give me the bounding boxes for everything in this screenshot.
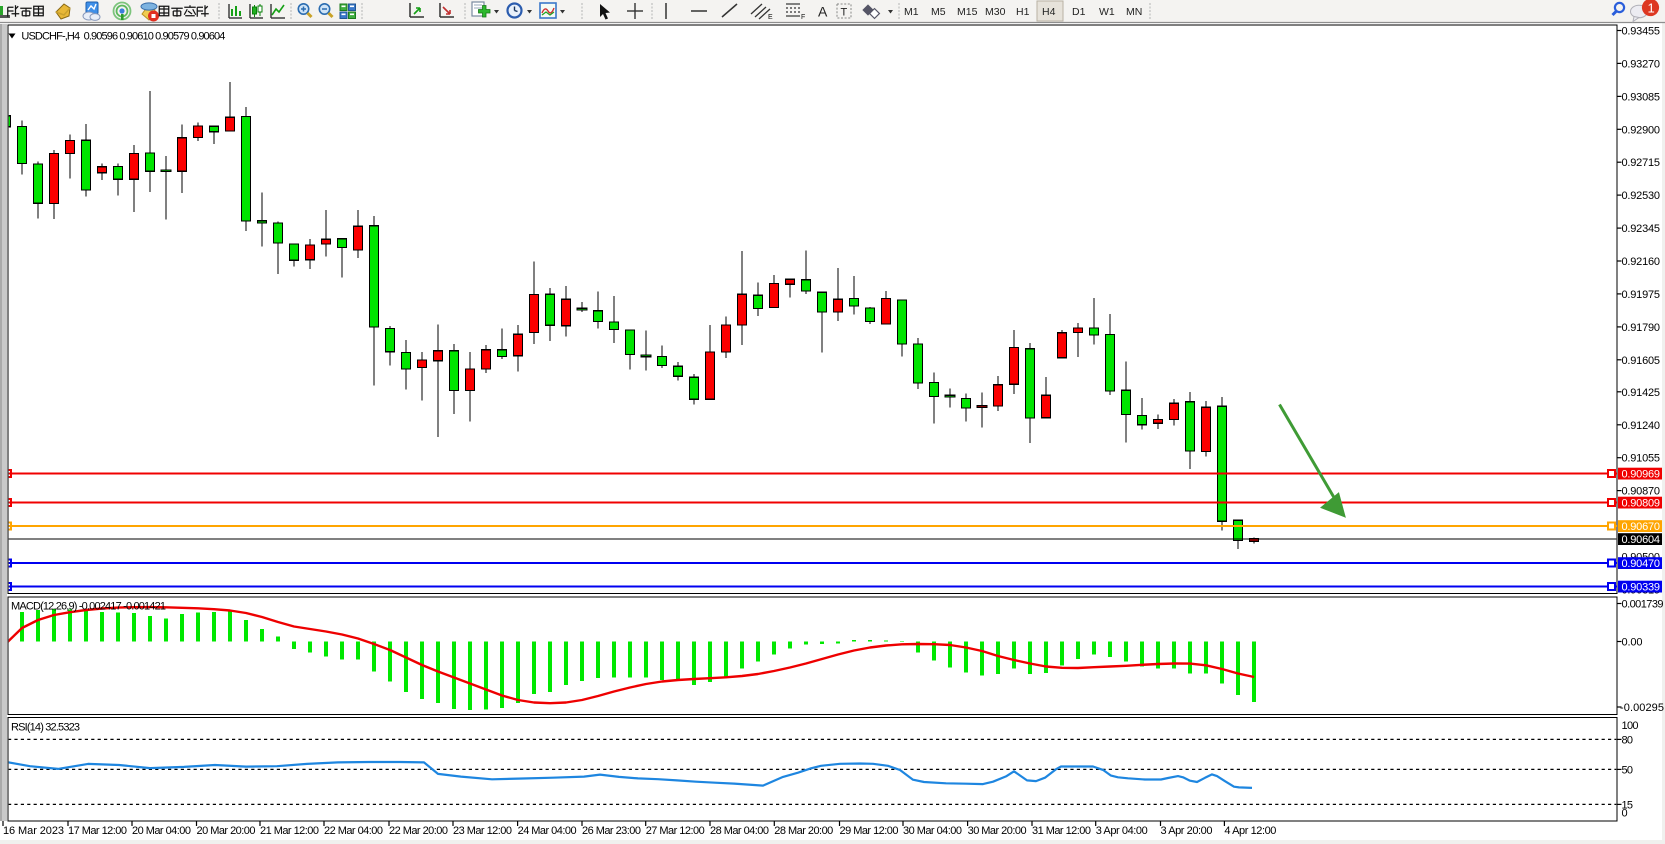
svg-text:0.92345: 0.92345 [1622, 223, 1661, 235]
svg-text:0.93085: 0.93085 [1622, 91, 1661, 103]
svg-text:A: A [818, 4, 828, 20]
svg-text:3 Apr 04:00: 3 Apr 04:00 [1096, 825, 1148, 837]
svg-text:30 Mar 04:00: 30 Mar 04:00 [903, 825, 962, 837]
svg-text:0.001739: 0.001739 [1622, 599, 1664, 611]
svg-text:0.91975: 0.91975 [1622, 289, 1661, 301]
svg-text:0.93270: 0.93270 [1622, 58, 1661, 70]
svg-text:0.92715: 0.92715 [1622, 157, 1661, 169]
svg-text:50: 50 [1622, 764, 1634, 776]
svg-text:0.90870: 0.90870 [1622, 486, 1661, 498]
svg-text:80: 80 [1622, 734, 1634, 746]
svg-text:M5: M5 [931, 6, 946, 18]
svg-text:4 Apr 12:00: 4 Apr 12:00 [1224, 825, 1276, 837]
svg-text:F: F [801, 14, 805, 21]
svg-text:RSI(14) 32.5323: RSI(14) 32.5323 [11, 722, 80, 734]
svg-text:0.90809: 0.90809 [1622, 498, 1661, 510]
svg-text:0.90604: 0.90604 [1622, 534, 1661, 546]
svg-text:3 Apr 20:00: 3 Apr 20:00 [1161, 825, 1213, 837]
svg-text:D1: D1 [1072, 6, 1086, 18]
svg-text:0.90339: 0.90339 [1622, 582, 1661, 594]
svg-text:1: 1 [1648, 1, 1655, 16]
svg-text:20 Mar 04:00: 20 Mar 04:00 [132, 825, 191, 837]
svg-text:100: 100 [1622, 720, 1639, 732]
svg-text:31 Mar 12:00: 31 Mar 12:00 [1032, 825, 1091, 837]
svg-text:MN: MN [1126, 6, 1142, 18]
svg-text:0.00: 0.00 [1622, 637, 1643, 649]
svg-text:M1: M1 [904, 6, 919, 18]
svg-text:0.91605: 0.91605 [1622, 355, 1661, 367]
svg-text:27 Mar 12:00: 27 Mar 12:00 [646, 825, 705, 837]
svg-text:21 Mar 12:00: 21 Mar 12:00 [260, 825, 319, 837]
svg-text:15: 15 [1622, 799, 1634, 811]
svg-text:0.92530: 0.92530 [1622, 190, 1661, 202]
svg-text:24 Mar 04:00: 24 Mar 04:00 [518, 825, 577, 837]
svg-text:T: T [841, 7, 848, 19]
svg-text:0.92160: 0.92160 [1622, 256, 1661, 268]
svg-text:16 Mar 2023: 16 Mar 2023 [3, 825, 64, 837]
svg-text:17 Mar 12:00: 17 Mar 12:00 [68, 825, 127, 837]
svg-text:20 Mar 20:00: 20 Mar 20:00 [197, 825, 256, 837]
svg-text:0.91425: 0.91425 [1622, 387, 1661, 399]
svg-text:0.90470: 0.90470 [1622, 558, 1661, 570]
svg-text:0: 0 [1622, 808, 1628, 820]
svg-text:22 Mar 04:00: 22 Mar 04:00 [324, 825, 383, 837]
svg-text:22 Mar 20:00: 22 Mar 20:00 [389, 825, 448, 837]
svg-text:USDCHF-,H4 0.90596 0.90610 0.: USDCHF-,H4 0.90596 0.90610 0.90579 0.906… [21, 31, 225, 43]
svg-text:29 Mar 12:00: 29 Mar 12:00 [840, 825, 899, 837]
svg-text:M15: M15 [957, 6, 978, 18]
svg-text:0.93455: 0.93455 [1622, 26, 1661, 38]
svg-text:MACD(12,26,9) -0.002417 -0.001: MACD(12,26,9) -0.002417 -0.001421 [11, 601, 166, 613]
svg-text:28 Mar 20:00: 28 Mar 20:00 [774, 825, 833, 837]
svg-text:28 Mar 04:00: 28 Mar 04:00 [710, 825, 769, 837]
svg-text:0.90670: 0.90670 [1622, 521, 1661, 533]
svg-text:0.91055: 0.91055 [1622, 453, 1661, 465]
svg-text:H1: H1 [1016, 6, 1030, 18]
svg-text:W1: W1 [1099, 6, 1115, 18]
svg-text:0.92900: 0.92900 [1622, 124, 1661, 136]
svg-text:0.90969: 0.90969 [1622, 469, 1661, 481]
svg-text:30 Mar 20:00: 30 Mar 20:00 [968, 825, 1027, 837]
svg-text:0.91240: 0.91240 [1622, 420, 1661, 432]
svg-text:M30: M30 [985, 6, 1006, 18]
svg-text:26 Mar 23:00: 26 Mar 23:00 [582, 825, 641, 837]
svg-text:23 Mar 12:00: 23 Mar 12:00 [453, 825, 512, 837]
svg-text:0.91790: 0.91790 [1622, 322, 1661, 334]
svg-text:-0.00295: -0.00295 [1620, 702, 1664, 714]
svg-text:E: E [768, 14, 773, 21]
svg-text:H4: H4 [1042, 6, 1056, 18]
